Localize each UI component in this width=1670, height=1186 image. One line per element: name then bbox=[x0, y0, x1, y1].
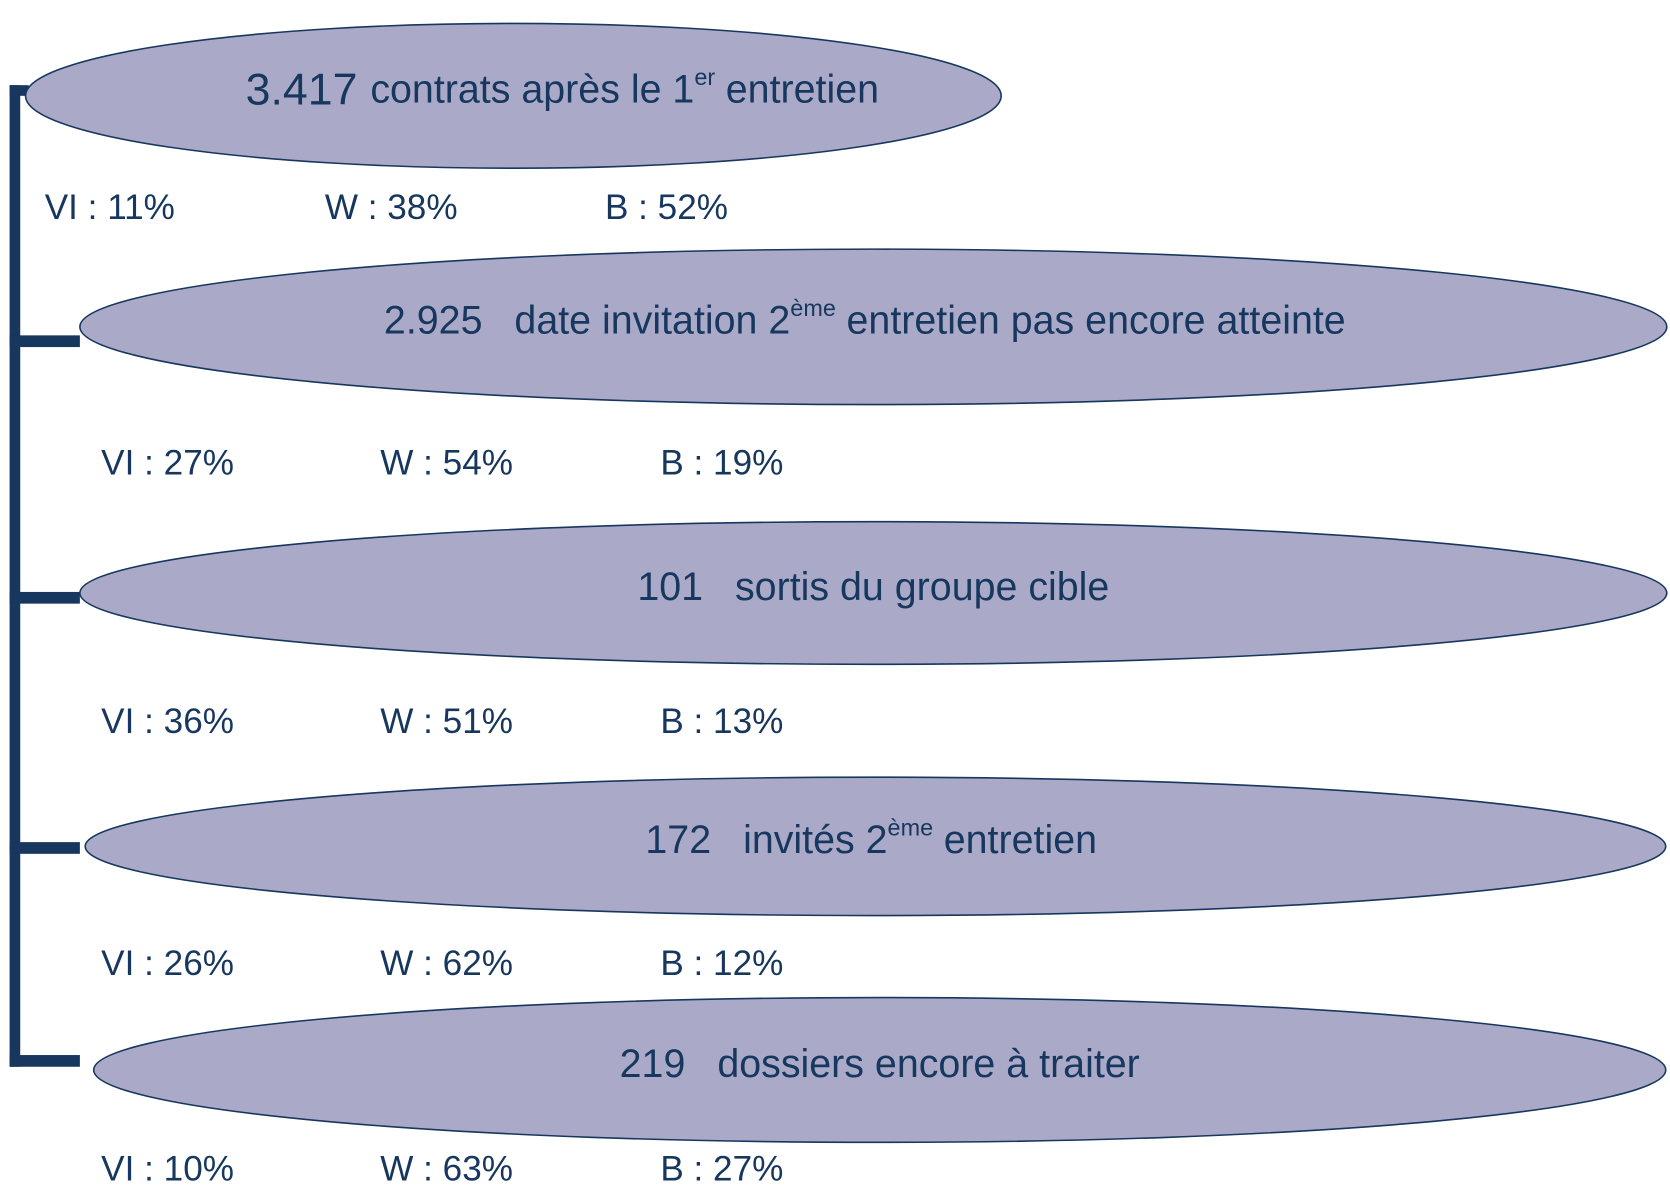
stat-label: VI : 27% bbox=[101, 444, 234, 483]
node-ellipse bbox=[92, 996, 1667, 1144]
node-text: 219 dossiers encore à traiter bbox=[620, 1042, 1140, 1086]
node-label-after: entretien bbox=[944, 819, 1097, 863]
connector bbox=[9, 591, 80, 604]
node-sup: ème bbox=[790, 295, 836, 321]
stat-label: VI : 10% bbox=[101, 1149, 234, 1186]
stat-label: B : 52% bbox=[605, 188, 728, 227]
node-text: 3.417 contrats après le 1er entretien bbox=[246, 64, 879, 114]
stat-label: VI : 26% bbox=[101, 944, 234, 983]
node-sup: ème bbox=[888, 815, 934, 841]
tree-trunk bbox=[9, 85, 21, 1067]
node-sup: er bbox=[694, 64, 715, 90]
connector bbox=[9, 842, 80, 854]
node-count: 172 bbox=[645, 819, 711, 863]
node-count: 2.925 bbox=[384, 299, 483, 343]
node-count: 101 bbox=[637, 565, 703, 609]
connector bbox=[9, 1055, 80, 1067]
node-text: 2.925 date invitation 2ème entretien pas e… bbox=[384, 295, 1346, 343]
stat-label: W : 51% bbox=[380, 702, 513, 741]
node-label-after: entretien pas encore atteinte bbox=[847, 299, 1346, 343]
stat-label: B : 12% bbox=[660, 944, 783, 983]
stat-label: VI : 36% bbox=[101, 702, 234, 741]
node-label: date invitation 2 bbox=[514, 299, 790, 343]
node-text: 172 invités 2ème entretien bbox=[645, 815, 1097, 863]
connector bbox=[9, 85, 29, 96]
stat-label: W : 38% bbox=[325, 188, 458, 227]
stat-label: B : 27% bbox=[660, 1149, 783, 1186]
node-ellipse bbox=[84, 776, 1667, 917]
node-count: 3.417 bbox=[246, 65, 358, 114]
stat-label: B : 19% bbox=[660, 444, 783, 483]
node-label: invités 2 bbox=[743, 819, 887, 863]
node-label: dossiers encore à traiter bbox=[717, 1042, 1139, 1086]
stat-label: W : 54% bbox=[380, 444, 513, 483]
node-label-after: entretien bbox=[726, 68, 879, 112]
connector bbox=[9, 335, 80, 348]
stat-label: B : 13% bbox=[660, 702, 783, 741]
node-ellipse bbox=[79, 520, 1668, 666]
stat-label: W : 62% bbox=[380, 944, 513, 983]
node-count: 219 bbox=[620, 1042, 686, 1086]
node-text: 101 sortis du groupe cible bbox=[637, 565, 1109, 609]
node-ellipse bbox=[79, 248, 1668, 406]
node-label: contrats après le 1 bbox=[370, 68, 694, 112]
stat-label: VI : 11% bbox=[45, 188, 175, 227]
node-ellipse bbox=[24, 22, 1002, 170]
node-label: sortis du groupe cible bbox=[735, 565, 1109, 609]
stat-label: W : 63% bbox=[380, 1149, 513, 1186]
